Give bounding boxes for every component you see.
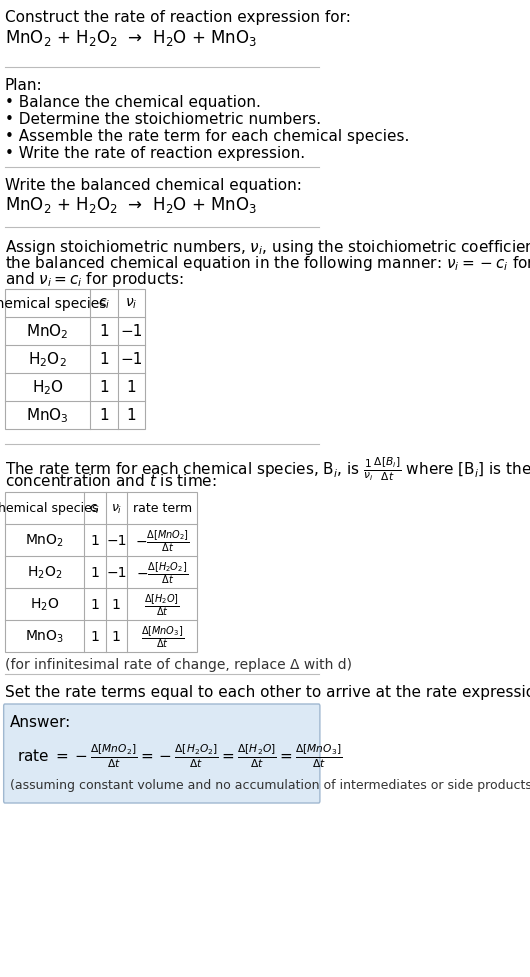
Text: H$_2$O: H$_2$O <box>32 378 64 397</box>
Text: MnO$_3$: MnO$_3$ <box>25 628 64 645</box>
Text: 1: 1 <box>91 533 99 547</box>
Text: (assuming constant volume and no accumulation of intermediates or side products): (assuming constant volume and no accumul… <box>10 779 530 791</box>
Text: concentration and $t$ is time:: concentration and $t$ is time: <box>5 473 217 488</box>
Text: chemical species: chemical species <box>0 297 107 311</box>
Text: $c_i$: $c_i$ <box>89 502 101 515</box>
Text: the balanced chemical equation in the following manner: $\nu_i = -c_i$ for react: the balanced chemical equation in the fo… <box>5 254 530 273</box>
Text: $\nu_i$: $\nu_i$ <box>126 296 138 311</box>
Text: −1: −1 <box>120 324 143 339</box>
Text: MnO$_2$ + H$_2$O$_2$  →  H$_2$O + MnO$_3$: MnO$_2$ + H$_2$O$_2$ → H$_2$O + MnO$_3$ <box>5 194 257 215</box>
Bar <box>5 290 145 430</box>
Text: chemical species: chemical species <box>0 502 98 515</box>
Text: • Determine the stoichiometric numbers.: • Determine the stoichiometric numbers. <box>5 112 321 127</box>
Text: (for infinitesimal rate of change, replace Δ with d): (for infinitesimal rate of change, repla… <box>5 658 352 671</box>
Text: 1: 1 <box>91 566 99 579</box>
Text: 1: 1 <box>127 408 136 423</box>
Text: rate term: rate term <box>132 502 192 515</box>
Text: The rate term for each chemical species, B$_i$, is $\frac{1}{\nu_i}\frac{\Delta[: The rate term for each chemical species,… <box>5 454 530 483</box>
Text: • Assemble the rate term for each chemical species.: • Assemble the rate term for each chemic… <box>5 129 409 144</box>
Text: −1: −1 <box>120 352 143 367</box>
Text: • Balance the chemical equation.: • Balance the chemical equation. <box>5 95 261 109</box>
Text: 1: 1 <box>99 352 109 367</box>
Text: Write the balanced chemical equation:: Write the balanced chemical equation: <box>5 178 302 192</box>
Text: Construct the rate of reaction expression for:: Construct the rate of reaction expressio… <box>5 10 351 25</box>
Text: $\frac{\Delta[H_2O]}{\Delta t}$: $\frac{\Delta[H_2O]}{\Delta t}$ <box>144 591 180 617</box>
Bar <box>5 492 197 653</box>
Text: rate $= -\frac{\Delta[MnO_2]}{\Delta t} = -\frac{\Delta[H_2O_2]}{\Delta t} = \fr: rate $= -\frac{\Delta[MnO_2]}{\Delta t} … <box>17 742 342 769</box>
Text: 1: 1 <box>112 629 121 643</box>
Text: H$_2$O: H$_2$O <box>30 596 59 613</box>
Text: 1: 1 <box>127 380 136 395</box>
Text: $-\frac{\Delta[MnO_2]}{\Delta t}$: $-\frac{\Delta[MnO_2]}{\Delta t}$ <box>135 528 189 553</box>
Text: MnO$_2$: MnO$_2$ <box>25 532 64 549</box>
Text: −1: −1 <box>106 566 127 579</box>
Text: 1: 1 <box>99 408 109 423</box>
Text: $\frac{\Delta[MnO_3]}{\Delta t}$: $\frac{\Delta[MnO_3]}{\Delta t}$ <box>140 623 183 649</box>
FancyBboxPatch shape <box>4 704 320 803</box>
Text: $c_i$: $c_i$ <box>98 296 110 311</box>
Text: MnO$_2$ + H$_2$O$_2$  →  H$_2$O + MnO$_3$: MnO$_2$ + H$_2$O$_2$ → H$_2$O + MnO$_3$ <box>5 28 257 48</box>
Text: H$_2$O$_2$: H$_2$O$_2$ <box>28 351 67 369</box>
Text: MnO$_3$: MnO$_3$ <box>26 406 69 425</box>
Text: Set the rate terms equal to each other to arrive at the rate expression:: Set the rate terms equal to each other t… <box>5 684 530 700</box>
Text: Answer:: Answer: <box>10 714 71 729</box>
Text: Assign stoichiometric numbers, $\nu_i$, using the stoichiometric coefficients, $: Assign stoichiometric numbers, $\nu_i$, … <box>5 237 530 257</box>
Text: 1: 1 <box>112 597 121 612</box>
Text: 1: 1 <box>91 597 99 612</box>
Text: H$_2$O$_2$: H$_2$O$_2$ <box>27 565 63 580</box>
Text: −1: −1 <box>106 533 127 547</box>
Text: 1: 1 <box>99 380 109 395</box>
Text: and $\nu_i = c_i$ for products:: and $\nu_i = c_i$ for products: <box>5 270 184 289</box>
Text: • Write the rate of reaction expression.: • Write the rate of reaction expression. <box>5 146 305 161</box>
Text: $-\frac{\Delta[H_2O_2]}{\Delta t}$: $-\frac{\Delta[H_2O_2]}{\Delta t}$ <box>136 560 188 585</box>
Text: 1: 1 <box>91 629 99 643</box>
Text: Plan:: Plan: <box>5 78 42 93</box>
Text: $\nu_i$: $\nu_i$ <box>111 502 122 515</box>
Text: MnO$_2$: MnO$_2$ <box>26 322 69 341</box>
Text: 1: 1 <box>99 324 109 339</box>
